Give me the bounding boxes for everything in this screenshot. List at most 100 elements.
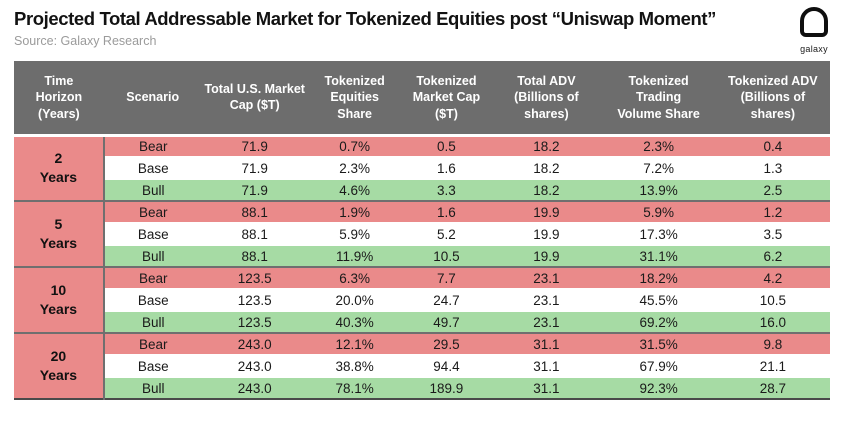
value-cell: 11.9% xyxy=(307,244,402,267)
value-cell: 19.9 xyxy=(491,244,602,267)
source-text: Source: Galaxy Research xyxy=(14,34,157,48)
value-cell: 24.7 xyxy=(401,288,492,311)
value-cell: 29.5 xyxy=(401,333,492,355)
table-row: Bull 243.0 78.1% 189.9 31.1 92.3% 28.7 xyxy=(14,376,830,399)
value-cell: 2.3% xyxy=(601,135,716,157)
table-row: Bull 71.9 4.6% 3.3 18.2 13.9% 2.5 xyxy=(14,178,830,201)
table-row: Base 123.5 20.0% 24.7 23.1 45.5% 10.5 xyxy=(14,288,830,311)
value-cell: 88.1 xyxy=(201,244,308,267)
table-row: Base 88.1 5.9% 5.2 19.9 17.3% 3.5 xyxy=(14,222,830,245)
table-row: Bull 88.1 11.9% 10.5 19.9 31.1% 6.2 xyxy=(14,244,830,267)
value-cell: 6.3% xyxy=(307,267,402,289)
value-cell: 31.1 xyxy=(491,376,602,399)
scenario-cell: Bear xyxy=(103,267,202,289)
value-cell: 243.0 xyxy=(201,333,308,355)
value-cell: 67.9% xyxy=(601,354,716,377)
value-cell: 31.1 xyxy=(491,354,602,377)
tam-projection-table: Time Horizon (Years) Scenario Total U.S.… xyxy=(14,61,830,400)
value-cell: 5.9% xyxy=(307,222,402,245)
scenario-cell: Bull xyxy=(103,178,202,201)
galaxy-logo: galaxy xyxy=(793,7,835,54)
value-cell: 0.5 xyxy=(401,135,492,157)
time-horizon-cell: 2 Years xyxy=(14,135,105,201)
time-horizon-cell: 20 Years xyxy=(14,333,105,399)
column-header-tokenized-adv: Tokenized ADV (Billions of shares) xyxy=(715,61,830,135)
column-header-scenario: Scenario xyxy=(103,61,202,135)
page-title: Projected Total Addressable Market for T… xyxy=(14,8,717,29)
value-cell: 94.4 xyxy=(401,354,492,377)
galaxy-logo-icon xyxy=(800,7,828,37)
value-cell: 71.9 xyxy=(201,156,308,179)
value-cell: 19.9 xyxy=(491,201,602,223)
table-row: Bull 123.5 40.3% 49.7 23.1 69.2% 16.0 xyxy=(14,310,830,333)
column-header-total-market-cap: Total U.S. Market Cap ($T) xyxy=(201,61,308,135)
value-cell: 3.3 xyxy=(401,178,492,201)
value-cell: 243.0 xyxy=(201,376,308,399)
value-cell: 10.5 xyxy=(401,244,492,267)
value-cell: 3.5 xyxy=(715,222,830,245)
value-cell: 92.3% xyxy=(601,376,716,399)
value-cell: 2.5 xyxy=(715,178,830,201)
value-cell: 7.7 xyxy=(401,267,492,289)
scenario-cell: Base xyxy=(103,354,202,377)
value-cell: 123.5 xyxy=(201,310,308,333)
value-cell: 1.2 xyxy=(715,201,830,223)
value-cell: 23.1 xyxy=(491,310,602,333)
value-cell: 9.8 xyxy=(715,333,830,355)
group-2-years: 2 Years Bear 71.9 0.7% 0.5 18.2 2.3% 0.4… xyxy=(14,135,830,201)
value-cell: 1.6 xyxy=(401,201,492,223)
value-cell: 78.1% xyxy=(307,376,402,399)
scenario-cell: Bear xyxy=(103,333,202,355)
value-cell: 5.2 xyxy=(401,222,492,245)
group-5-years: 5 Years Bear 88.1 1.9% 1.6 19.9 5.9% 1.2… xyxy=(14,201,830,267)
value-cell: 189.9 xyxy=(401,376,492,399)
group-10-years: 10 Years Bear 123.5 6.3% 7.7 23.1 18.2% … xyxy=(14,267,830,333)
value-cell: 6.2 xyxy=(715,244,830,267)
value-cell: 0.7% xyxy=(307,135,402,157)
value-cell: 243.0 xyxy=(201,354,308,377)
scenario-cell: Bull xyxy=(103,244,202,267)
value-cell: 69.2% xyxy=(601,310,716,333)
table-row: Base 71.9 2.3% 1.6 18.2 7.2% 1.3 xyxy=(14,156,830,179)
column-header-total-adv: Total ADV (Billions of shares) xyxy=(491,61,602,135)
value-cell: 2.3% xyxy=(307,156,402,179)
value-cell: 5.9% xyxy=(601,201,716,223)
value-cell: 0.4 xyxy=(715,135,830,157)
value-cell: 71.9 xyxy=(201,178,308,201)
value-cell: 4.6% xyxy=(307,178,402,201)
value-cell: 49.7 xyxy=(401,310,492,333)
value-cell: 123.5 xyxy=(201,288,308,311)
scenario-cell: Bull xyxy=(103,376,202,399)
value-cell: 12.1% xyxy=(307,333,402,355)
scenario-cell: Bear xyxy=(103,201,202,223)
column-header-tokenized-equities-share: Tokenized Equities Share xyxy=(307,61,402,135)
table-row: 5 Years Bear 88.1 1.9% 1.6 19.9 5.9% 1.2 xyxy=(14,201,830,267)
value-cell: 45.5% xyxy=(601,288,716,311)
value-cell: 23.1 xyxy=(491,267,602,289)
value-cell: 10.5 xyxy=(715,288,830,311)
value-cell: 88.1 xyxy=(201,222,308,245)
value-cell: 88.1 xyxy=(201,201,308,223)
value-cell: 31.1 xyxy=(491,333,602,355)
value-cell: 18.2% xyxy=(601,267,716,289)
value-cell: 1.3 xyxy=(715,156,830,179)
value-cell: 7.2% xyxy=(601,156,716,179)
group-20-years: 20 Years Bear 243.0 12.1% 29.5 31.1 31.5… xyxy=(14,333,830,399)
table-header: Time Horizon (Years) Scenario Total U.S.… xyxy=(14,61,830,135)
value-cell: 18.2 xyxy=(491,178,602,201)
time-horizon-cell: 5 Years xyxy=(14,201,105,267)
table-row: 2 Years Bear 71.9 0.7% 0.5 18.2 2.3% 0.4 xyxy=(14,135,830,201)
value-cell: 28.7 xyxy=(715,376,830,399)
value-cell: 23.1 xyxy=(491,288,602,311)
value-cell: 31.1% xyxy=(601,244,716,267)
scenario-cell: Base xyxy=(103,222,202,245)
value-cell: 38.8% xyxy=(307,354,402,377)
value-cell: 1.9% xyxy=(307,201,402,223)
value-cell: 17.3% xyxy=(601,222,716,245)
column-header-tokenized-trading-volume-share: Tokenized Trading Volume Share xyxy=(601,61,716,135)
value-cell: 19.9 xyxy=(491,222,602,245)
figure-header: Projected Total Addressable Market for T… xyxy=(0,0,844,48)
value-cell: 40.3% xyxy=(307,310,402,333)
value-cell: 20.0% xyxy=(307,288,402,311)
